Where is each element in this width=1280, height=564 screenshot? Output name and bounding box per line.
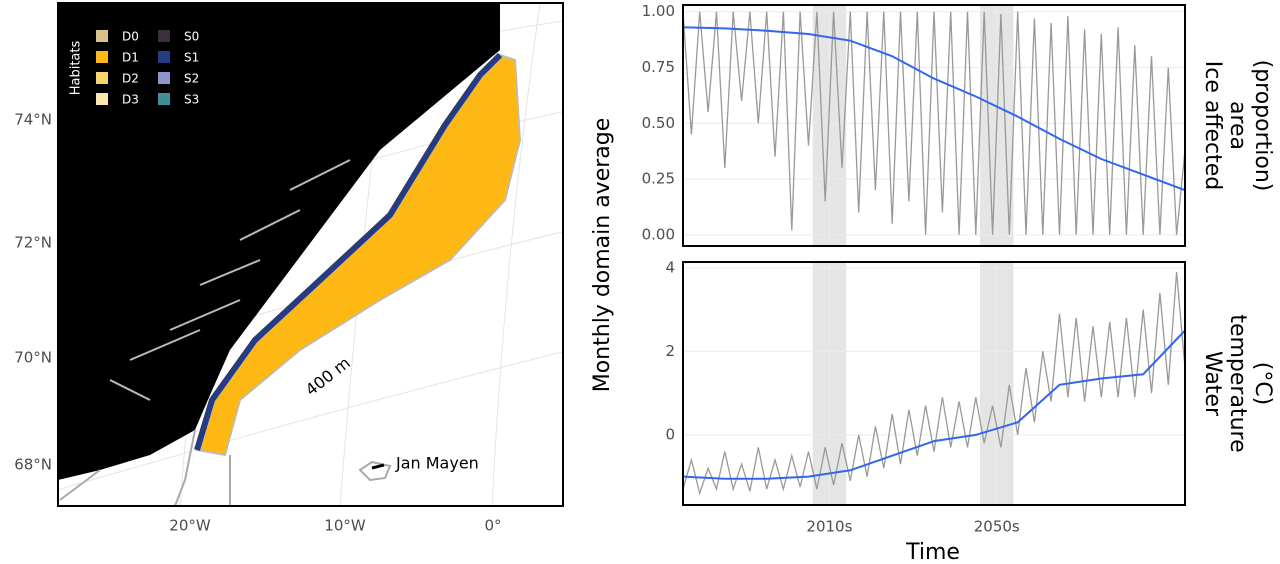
- y-tick-label: 0: [665, 425, 675, 443]
- y-tick-label: 1.00: [642, 2, 675, 20]
- x-tick-label: 2050s: [974, 518, 1020, 536]
- legend-label: S2: [184, 72, 199, 86]
- y-axis-title: Monthly domain average: [590, 118, 615, 393]
- legend-swatch: [158, 72, 170, 84]
- map-border: [57, 2, 564, 507]
- y-tick-label: 4: [665, 258, 675, 276]
- legend-label: S3: [184, 93, 199, 107]
- lat-label: 68°N: [14, 456, 52, 474]
- legend-swatch: [158, 51, 170, 63]
- strip-label: Water: [1200, 351, 1225, 417]
- raw-line: [682, 11, 1186, 235]
- legend-label: D1: [122, 51, 139, 65]
- lon-label: 10°W: [324, 517, 366, 535]
- coastline: [59, 429, 231, 506]
- strip-label: area: [1225, 101, 1250, 150]
- trend-line: [682, 26, 1186, 192]
- legend-label: S0: [184, 30, 199, 44]
- trend-line: [682, 329, 1186, 480]
- map: 400 m Jan Mayen 74°N 72°N 70°N 68°N 20°W…: [14, 2, 564, 535]
- x-axis-title: Time: [905, 540, 960, 564]
- raw-line: [682, 271, 1186, 496]
- strip-label: (°C): [1250, 362, 1275, 406]
- legend-label: S1: [184, 51, 199, 65]
- lon-label: 20°W: [169, 517, 211, 535]
- lat-label: 74°N: [14, 111, 52, 129]
- legend-swatch: [96, 72, 108, 84]
- legend-swatch: [158, 30, 170, 42]
- place-label: Jan Mayen: [395, 454, 479, 473]
- y-tick-label: 0.25: [642, 170, 675, 188]
- lat-label: 70°N: [14, 349, 52, 367]
- legend-swatch: [158, 93, 170, 105]
- lat-label: 72°N: [14, 234, 52, 252]
- panel-bg: [683, 5, 1185, 246]
- legend-swatch: [96, 30, 108, 42]
- strip-label: (proportion): [1250, 60, 1275, 192]
- legend-label: D3: [122, 93, 139, 107]
- legend-title: Habitats: [69, 41, 84, 96]
- y-tick-label: 0.75: [642, 58, 675, 76]
- panel-border: [682, 261, 1186, 506]
- y-tick-label: 2: [665, 342, 675, 360]
- land: [58, 3, 500, 480]
- y-tick-label: 0.00: [642, 225, 675, 243]
- panel-border: [682, 4, 1186, 247]
- y-tick-label: 0.50: [642, 114, 675, 132]
- legend-label: D0: [122, 30, 139, 44]
- legend-label: D2: [122, 72, 139, 86]
- shelf-edge: [194, 52, 503, 451]
- jan-mayen: [358, 460, 392, 482]
- fjords: [109, 159, 351, 401]
- lon-label: 0°: [484, 517, 501, 535]
- legend-swatch: [96, 93, 108, 105]
- legend-swatch: [96, 51, 108, 63]
- strip-label: Ice affected: [1200, 61, 1225, 191]
- x-tick-label: 2010s: [806, 518, 852, 536]
- map-body: 400 m Jan Mayen: [58, 3, 563, 506]
- jan-mayen-peak: [371, 463, 385, 470]
- panel-bg: [683, 262, 1185, 505]
- strip-label: temperature: [1225, 314, 1250, 452]
